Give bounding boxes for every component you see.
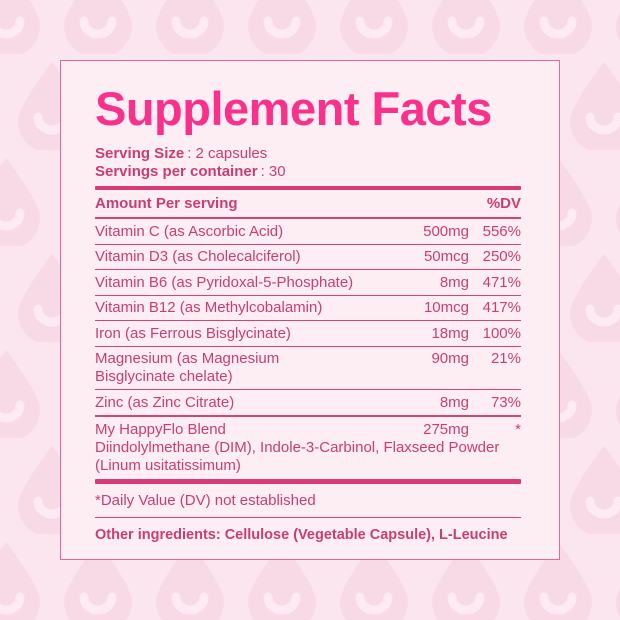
servings-per-container-line: Servings per container: 30 <box>95 163 521 181</box>
serving-size-value: : 2 capsules <box>187 144 268 162</box>
blend-row: My HappyFlo Blend 275mg * <box>95 421 521 439</box>
water-drop-icon <box>570 446 620 534</box>
servings-per-container-label: Servings per container <box>95 162 258 180</box>
water-drop-icon <box>570 62 620 150</box>
water-drop-icon <box>524 542 592 620</box>
nutrient-dv: 417% <box>482 299 521 317</box>
water-drop-icon <box>0 158 40 246</box>
water-drop-icon <box>156 542 224 620</box>
nutrient-name: Vitamin D3 (as Cholecalciferol) <box>95 248 301 266</box>
nutrient-name: Vitamin B6 (as Pyridoxal-5-Phosphate) <box>95 273 354 291</box>
serving-info: Serving Size: 2 capsules Servings per co… <box>95 145 521 181</box>
other-ingredients: Other ingredients: Cellulose (Vegetable … <box>95 526 508 543</box>
panel-title: Supplement Facts <box>95 82 492 135</box>
water-drop-icon <box>616 204 620 233</box>
nutrient-amount: 500mg <box>423 222 469 240</box>
table-row-zinc: Zinc (as Zinc Citrate) 8mg 73% <box>95 390 521 417</box>
table-row-vitamin-d3: Vitamin D3 (as Cholecalciferol) 50mcg 25… <box>95 245 521 271</box>
divider-thick-top <box>95 185 521 191</box>
column-percent-dv: %DV <box>486 195 521 213</box>
nutrient-amount: 50mcg <box>423 248 469 266</box>
nutrient-dv: 21% <box>490 350 521 368</box>
divider-header <box>95 217 521 220</box>
water-drop-icon <box>340 542 408 620</box>
column-amount-per-serving: Amount Per serving <box>95 195 238 213</box>
nutrient-name: Vitamin B12 (as Methylcobalamin) <box>95 299 323 317</box>
water-drop-icon <box>432 542 500 620</box>
water-drop-icon <box>0 542 40 620</box>
water-drop-icon <box>156 0 224 54</box>
table-row-magnesium: Magnesium (as Magnesium Bisglycinate che… <box>95 347 521 391</box>
blend-name: My HappyFlo Blend <box>95 421 226 439</box>
nutrient-amount: 90mg <box>431 350 469 368</box>
water-drop-icon <box>616 588 620 617</box>
serving-size-line: Serving Size: 2 capsules <box>95 145 521 163</box>
nutrient-name: Vitamin C (as Ascorbic Acid) <box>95 222 284 240</box>
nutrient-amount: 8mg <box>439 393 469 411</box>
table-header: Amount Per serving %DV <box>95 190 521 217</box>
nutrient-name: Zinc (as Zinc Citrate) <box>95 393 235 411</box>
water-drop-icon <box>340 0 408 54</box>
divider-thick-bottom <box>95 479 521 484</box>
table-row-vitamin-b12: Vitamin B12 (as Methylcobalamin) 10mcg 4… <box>95 296 521 322</box>
water-drop-icon <box>0 0 40 54</box>
blend-description: Diindolylmethane (DIM), Indole-3-Carbino… <box>95 439 500 475</box>
water-drop-icon <box>248 0 316 54</box>
nutrient-dv: 250% <box>482 248 521 266</box>
servings-per-container-value: : 30 <box>260 162 286 180</box>
divider-footnote <box>95 516 521 518</box>
nutrient-dv: 556% <box>482 222 521 240</box>
nutrient-dv: 471% <box>482 273 521 291</box>
water-drop-icon <box>524 0 592 54</box>
water-drop-icon <box>248 542 316 620</box>
nutrient-name: Magnesium (as Magnesium Bisglycinate che… <box>95 350 280 386</box>
serving-size-label: Serving Size <box>95 144 185 162</box>
nutrient-name: Iron (as Ferrous Bisglycinate) <box>95 324 291 342</box>
table-row-iron: Iron (as Ferrous Bisglycinate) 18mg 100% <box>95 321 521 347</box>
supplement-facts-panel: Supplement Facts Serving Size: 2 capsule… <box>60 60 560 560</box>
daily-value-footnote: *Daily Value (DV) not established <box>95 491 316 509</box>
nutrient-dv: 73% <box>490 393 521 411</box>
table-row-vitamin-b6: Vitamin B6 (as Pyridoxal-5-Phosphate) 8m… <box>95 270 521 296</box>
nutrient-dv: 100% <box>482 324 521 342</box>
blend-amount: 275mg <box>423 421 469 439</box>
blend-dv: * <box>515 421 521 439</box>
nutrient-amount: 8mg <box>439 273 469 291</box>
water-drop-icon <box>616 12 620 41</box>
water-drop-icon <box>570 254 620 342</box>
water-drop-icon <box>0 350 40 438</box>
nutrient-amount: 18mg <box>431 324 469 342</box>
water-drop-icon <box>432 0 500 54</box>
water-drop-icon <box>64 0 132 54</box>
water-drop-icon <box>616 396 620 425</box>
nutrient-amount: 10mcg <box>423 299 469 317</box>
table-row-vitamin-c: Vitamin C (as Ascorbic Acid) 500mg 556% <box>95 219 521 245</box>
proprietary-blend-section: My HappyFlo Blend 275mg * Diindolylmetha… <box>95 417 521 480</box>
water-drop-icon <box>64 542 132 620</box>
